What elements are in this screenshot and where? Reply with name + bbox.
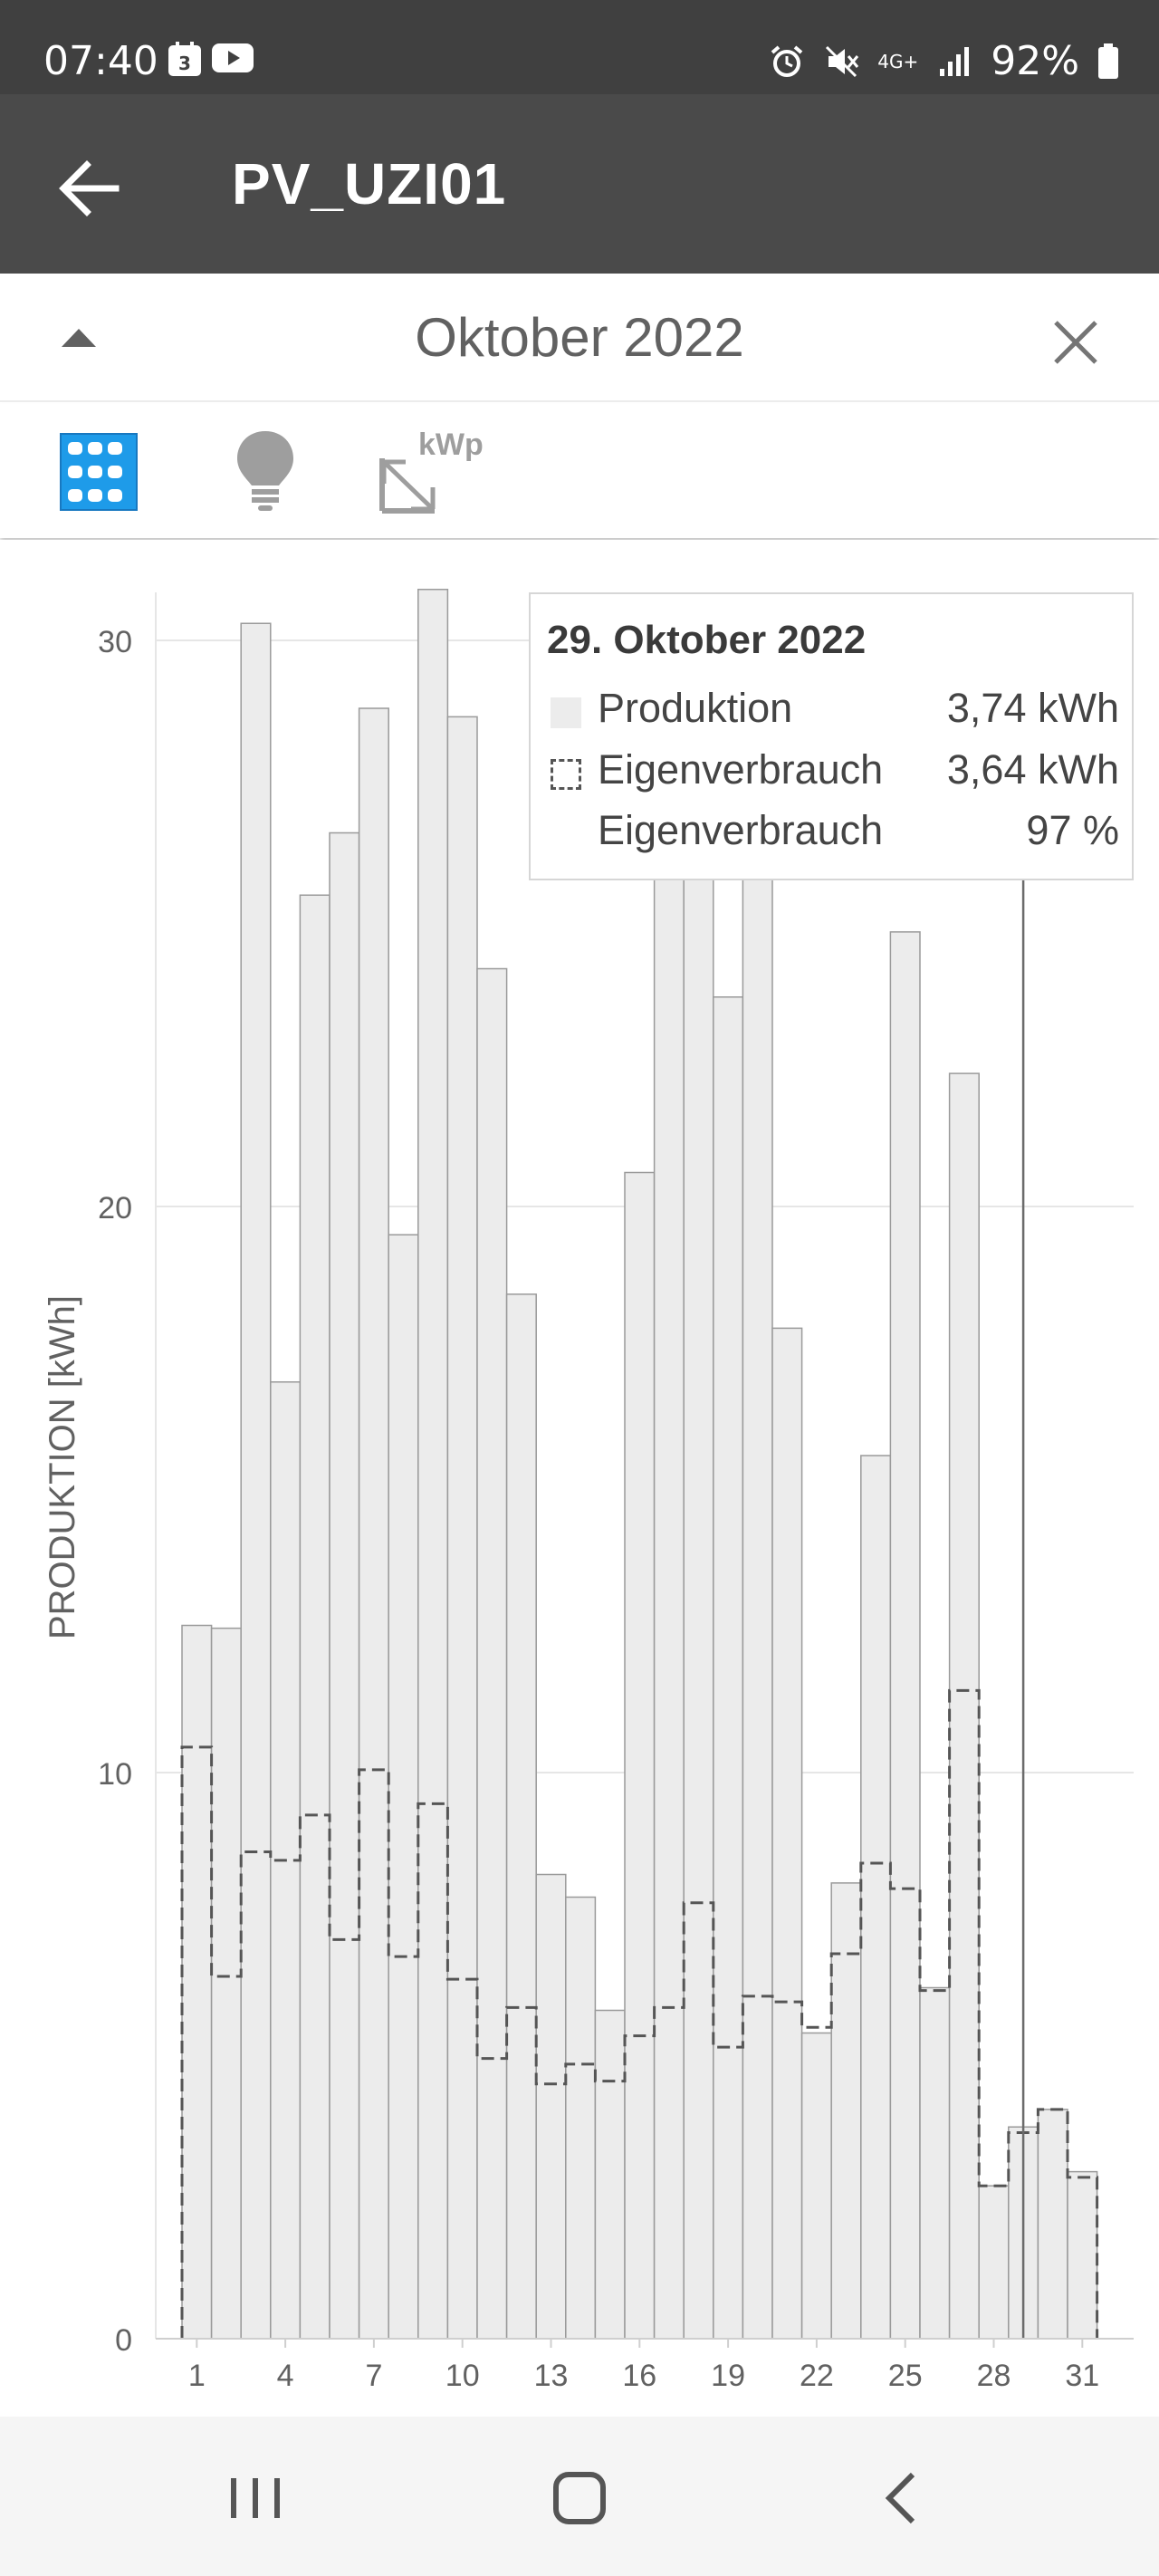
x-tick-label: 1 [188,2359,206,2393]
bar-produktion [978,2185,1010,2340]
tooltip-title: 29. Oktober 2022 [547,618,867,662]
bar-produktion [535,1873,567,2340]
tooltip: 29. Oktober 2022 Produktion 3,74 kWh Eig… [529,592,1134,880]
bar-produktion [1037,2109,1068,2340]
solar-panel-icon[interactable] [60,433,138,511]
y-tick-label: 20 [98,1191,132,1226]
produktion-swatch [551,697,581,728]
battery-percent: 92% [991,38,1079,84]
x-tick-label: 10 [445,2359,480,2393]
bar-produktion [742,753,773,2340]
x-tick-label: 31 [1065,2359,1099,2393]
alarm-icon [771,44,803,77]
bar-produktion [565,1896,597,2340]
kwp-scale-icon[interactable]: kWp [375,428,493,518]
x-tick-label: 16 [622,2359,656,2393]
mute-icon [826,45,859,77]
recents-icon[interactable] [223,2465,288,2531]
x-tick-label: 22 [800,2359,834,2393]
bar-produktion [210,1627,242,2340]
x-tick-label: 4 [277,2359,294,2393]
bar-produktion [181,1624,213,2340]
y-tick-label: 10 [98,1757,132,1792]
x-tick-label: 7 [365,2359,382,2393]
bar-produktion [830,1882,862,2340]
app-bar: PV_UZI01 [0,94,1159,274]
bar-produktion [476,967,508,2340]
back-arrow-icon[interactable] [47,145,134,232]
tooltip-row-produktion: Produktion 3,74 kWh [547,685,1119,741]
bar-produktion [240,622,272,2340]
calendar-icon: 3 [168,42,201,76]
chart-toolbar: kWp [0,404,1159,538]
lightbulb-icon[interactable] [234,428,297,513]
bar-produktion [713,996,744,2340]
x-tick-label: 28 [977,2359,1011,2393]
back-nav-icon[interactable] [869,2465,934,2531]
tooltip-value: 97 % [1026,807,1119,853]
tooltip-label: Eigenverbrauch [598,746,884,793]
kwp-label: kWp [418,428,484,462]
collapse-caret-icon[interactable] [54,314,103,360]
period-title[interactable]: Oktober 2022 [415,307,744,368]
bar-produktion [329,831,360,2340]
x-tick-label: 13 [534,2359,569,2393]
x-tick-label: 25 [888,2359,923,2393]
bar-produktion [505,1293,537,2340]
bar-produktion [653,781,685,2340]
network-type: 4G+ [877,50,919,72]
tooltip-value: 3,74 kWh [946,685,1119,731]
signal-icon [940,46,970,76]
youtube-icon [212,43,254,72]
tooltip-row-percent: Eigenverbrauch 97 % [547,807,1119,863]
app-title: PV_UZI01 [232,151,507,216]
bar-produktion [919,1986,951,2340]
y-tick-label: 30 [98,625,132,659]
y-axis-label: PRODUKTION [kWh] [43,1295,82,1639]
system-nav-bar [0,2417,1159,2576]
eigenverbrauch-swatch [551,759,581,790]
tooltip-value: 3,64 kWh [946,746,1119,793]
bar-produktion [624,1171,656,2340]
period-bar: Oktober 2022 [0,274,1159,402]
production-chart[interactable]: 0 10 20 30 1 4 7 10 13 16 19 22 25 28 31 PRODUKTION [k… [0,540,1159,2417]
bar-produktion [594,2009,626,2340]
calendar-badge: 3 [178,53,191,74]
tooltip-label: Eigenverbrauch [598,807,884,853]
status-time: 07:40 [43,38,158,84]
bar-produktion [417,589,449,2340]
battery-icon [1098,43,1118,79]
bar-produktion [299,894,330,2340]
bar-produktion [889,931,921,2340]
bar-produktion [388,1234,419,2340]
x-tick-label: 19 [711,2359,745,2393]
tooltip-label: Produktion [598,685,793,731]
bar-produktion [948,1072,980,2340]
bar-produktion [1067,2170,1098,2340]
tooltip-row-eigenverbrauch: Eigenverbrauch 3,64 kWh [547,746,1119,803]
bar-produktion [446,716,478,2340]
bar-produktion [860,1455,892,2340]
close-icon[interactable] [1047,313,1105,371]
y-tick-label: 0 [115,2323,132,2358]
bar-produktion [683,781,714,2340]
bar-produktion [800,2032,832,2340]
bar-produktion [358,707,389,2340]
bar-produktion [771,1327,803,2340]
status-right: 4G+ 92% [769,38,1119,84]
status-bar: 07:40 3 4G+ 92% [0,0,1159,94]
eigenverbrauch-line [180,1688,1099,2339]
home-icon[interactable] [547,2465,612,2531]
